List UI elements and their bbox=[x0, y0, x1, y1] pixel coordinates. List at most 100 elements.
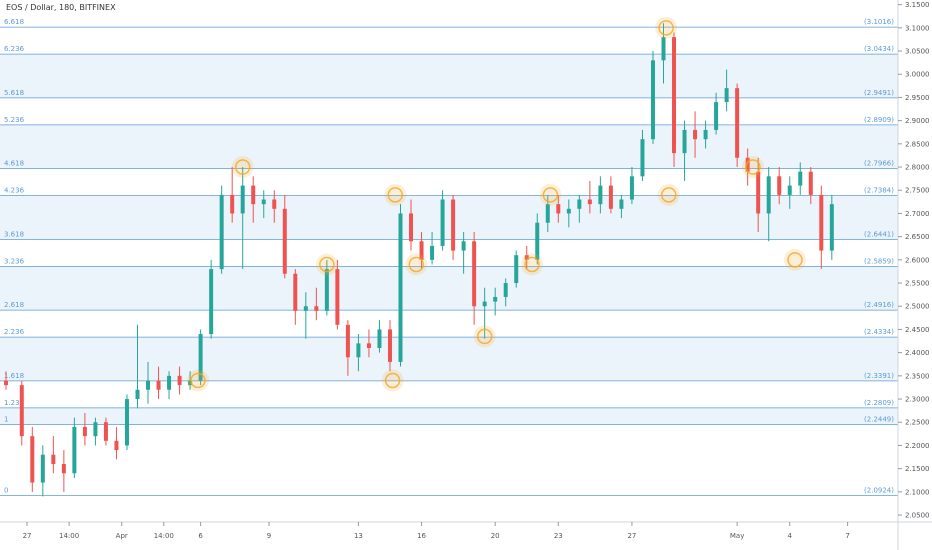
candle-body bbox=[293, 273, 298, 311]
candle-body bbox=[756, 171, 761, 214]
candle-body bbox=[587, 199, 592, 205]
y-tick-label: 2.6500 bbox=[905, 233, 930, 241]
fib-ratio-label: 2.618 bbox=[4, 301, 24, 309]
circle-marker-halo bbox=[315, 253, 338, 276]
candle-body bbox=[188, 380, 193, 386]
circle-marker-halo bbox=[655, 16, 678, 39]
candle-body bbox=[377, 329, 382, 348]
candle-body bbox=[314, 306, 319, 311]
y-tick-label: 3.0500 bbox=[905, 48, 930, 56]
candle-body bbox=[209, 269, 214, 335]
x-tick-label: 9 bbox=[267, 532, 271, 540]
candle-body bbox=[114, 440, 119, 451]
fib-ratio-label: 4.236 bbox=[4, 187, 25, 195]
candle-body bbox=[19, 385, 24, 437]
circle-marker-halo bbox=[657, 183, 680, 206]
fib-ratio-label: 0 bbox=[4, 486, 8, 494]
y-tick-label: 2.4500 bbox=[905, 326, 930, 334]
fib-ratio-label: 3.618 bbox=[4, 230, 24, 238]
fib-price-label: (2.8909) bbox=[864, 116, 894, 124]
candle-body bbox=[135, 389, 140, 400]
candle-body bbox=[167, 375, 172, 390]
candle-body bbox=[103, 422, 108, 441]
candle-body bbox=[272, 199, 277, 209]
circle-marker bbox=[745, 159, 761, 175]
fib-price-label: (2.5859) bbox=[864, 257, 894, 265]
candle-body bbox=[556, 204, 561, 214]
y-tick-label: 2.2000 bbox=[905, 442, 930, 450]
circle-marker bbox=[384, 372, 401, 389]
candle-body bbox=[503, 283, 508, 297]
fib-price-label: (2.7384) bbox=[864, 187, 894, 195]
y-tick-label: 2.0500 bbox=[905, 512, 930, 520]
fib-ratio-label: 6.236 bbox=[4, 45, 25, 53]
candle-body bbox=[787, 185, 792, 195]
candle-body bbox=[51, 454, 56, 464]
x-tick-label: 20 bbox=[491, 532, 500, 540]
y-tick-label: 2.1500 bbox=[905, 465, 930, 473]
candle-body bbox=[777, 176, 782, 195]
circle-marker bbox=[319, 256, 335, 273]
candle-body bbox=[703, 129, 708, 140]
fib-band bbox=[0, 407, 898, 425]
candle-body bbox=[356, 343, 361, 358]
candle-body bbox=[177, 375, 182, 386]
circle-marker-halo bbox=[384, 183, 407, 206]
candle-body bbox=[156, 380, 161, 390]
fib-ratio-label: 6.618 bbox=[4, 18, 24, 26]
candle-body bbox=[440, 199, 445, 246]
fib-price-label: (2.6441) bbox=[864, 230, 894, 238]
fib-band bbox=[0, 54, 898, 98]
circle-marker-halo bbox=[521, 253, 543, 276]
candle-body bbox=[650, 60, 655, 140]
candle-body bbox=[335, 269, 340, 325]
x-tick-label: 27 bbox=[627, 532, 636, 540]
candle-body bbox=[72, 426, 77, 474]
candle-body bbox=[493, 296, 498, 302]
fib-price-label: (2.2449) bbox=[864, 416, 894, 424]
candle-body bbox=[608, 185, 613, 209]
candle-body bbox=[745, 157, 750, 172]
candle-body bbox=[619, 199, 624, 209]
candle-body bbox=[30, 436, 35, 483]
candle-body bbox=[598, 185, 603, 205]
x-tick-label: Apr bbox=[116, 532, 128, 540]
y-tick-label: 3.1000 bbox=[905, 24, 930, 32]
fib-ratio-label: 1.618 bbox=[4, 372, 24, 380]
circle-marker bbox=[408, 256, 425, 273]
candle-body bbox=[472, 241, 477, 307]
candle-body bbox=[682, 129, 687, 154]
circle-marker-halo bbox=[741, 156, 764, 179]
candle-body bbox=[577, 199, 582, 209]
x-tick-label: 14:00 bbox=[154, 532, 174, 540]
y-tick-label: 2.5000 bbox=[905, 303, 930, 311]
candle-body bbox=[808, 171, 813, 195]
circle-marker bbox=[234, 159, 251, 175]
circle-marker bbox=[661, 187, 677, 203]
candle-body bbox=[661, 37, 666, 61]
circle-marker bbox=[542, 187, 559, 203]
fib-price-label: (3.1016) bbox=[864, 18, 894, 26]
fib-ratio-label: 1.236 bbox=[4, 399, 25, 407]
candle-body bbox=[629, 176, 634, 200]
candle-body bbox=[93, 422, 98, 437]
y-tick-label: 3.0000 bbox=[905, 71, 930, 79]
candle-body bbox=[240, 185, 245, 214]
y-tick-label: 2.6000 bbox=[905, 256, 930, 264]
x-tick-label: 6 bbox=[198, 532, 203, 540]
fib-price-label: (2.4334) bbox=[864, 328, 894, 336]
candle-body bbox=[124, 399, 129, 446]
candle-body bbox=[4, 380, 8, 386]
fib-price-label: (2.2809) bbox=[864, 399, 894, 407]
candle-body bbox=[40, 454, 45, 483]
candle-body bbox=[82, 426, 87, 437]
circle-marker-halo bbox=[231, 156, 254, 179]
candle-body bbox=[766, 176, 771, 214]
candle-body bbox=[724, 88, 729, 103]
candle-body bbox=[251, 185, 256, 205]
circle-marker-halo bbox=[405, 253, 428, 276]
circle-marker bbox=[190, 372, 206, 389]
y-tick-label: 2.9000 bbox=[905, 117, 930, 125]
candle-body bbox=[514, 255, 519, 284]
